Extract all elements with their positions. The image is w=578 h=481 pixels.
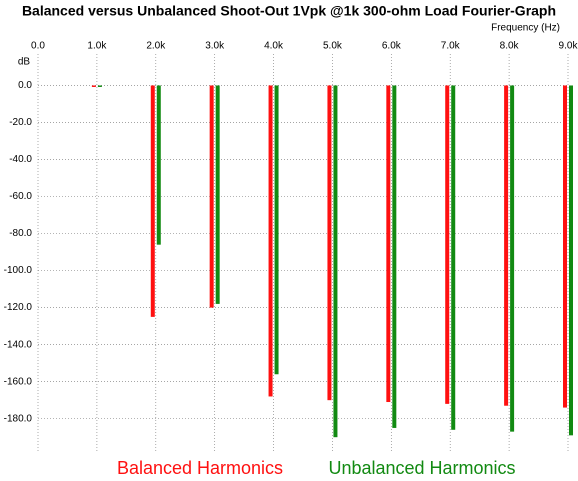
- bar: [451, 85, 456, 430]
- y-tick-label: -180.0: [4, 413, 33, 424]
- x-tick-label: 0.0: [31, 41, 45, 52]
- bar: [386, 85, 391, 403]
- x-tick-label: 6.0k: [382, 41, 402, 52]
- bar: [392, 85, 397, 428]
- bar: [150, 85, 155, 317]
- bar: [91, 85, 96, 87]
- bar: [504, 85, 509, 406]
- y-tick-label: 0.0: [18, 80, 32, 91]
- y-tick-label: -100.0: [4, 265, 33, 276]
- bar: [215, 85, 220, 304]
- x-tick-label: 1.0k: [87, 41, 107, 52]
- x-tick-label: 9.0k: [559, 41, 578, 52]
- x-tick-label: 3.0k: [205, 41, 225, 52]
- y-tick-label: -80.0: [9, 228, 32, 239]
- y-tick-label: -20.0: [9, 117, 32, 128]
- bar: [563, 85, 567, 408]
- x-tick-label: 8.0k: [500, 41, 520, 52]
- x-tick-label: 2.0k: [146, 41, 166, 52]
- y-tick-label: -60.0: [9, 191, 32, 202]
- bar: [268, 85, 273, 397]
- legend-label: Balanced Harmonics: [117, 458, 283, 478]
- x-tick-label: 4.0k: [264, 41, 284, 52]
- x-tick-label: 7.0k: [441, 41, 461, 52]
- x-axis-label: Frequency (Hz): [491, 23, 560, 34]
- x-tick-label: 5.0k: [323, 41, 343, 52]
- bar: [445, 85, 450, 404]
- bar: [156, 85, 161, 245]
- legend-label: Unbalanced Harmonics: [328, 458, 515, 478]
- y-tick-label: -120.0: [4, 302, 33, 313]
- bar: [333, 85, 338, 438]
- bar: [569, 85, 573, 436]
- y-axis-label: dB: [18, 57, 31, 68]
- chart-title: Balanced versus Unbalanced Shoot-Out 1Vp…: [22, 3, 556, 19]
- bar: [97, 85, 102, 87]
- bar: [274, 85, 279, 375]
- bar: [327, 85, 332, 401]
- bar: [510, 85, 515, 432]
- y-tick-label: -160.0: [4, 376, 33, 387]
- bar: [209, 85, 214, 308]
- y-tick-label: -140.0: [4, 339, 33, 350]
- y-tick-label: -40.0: [9, 154, 32, 165]
